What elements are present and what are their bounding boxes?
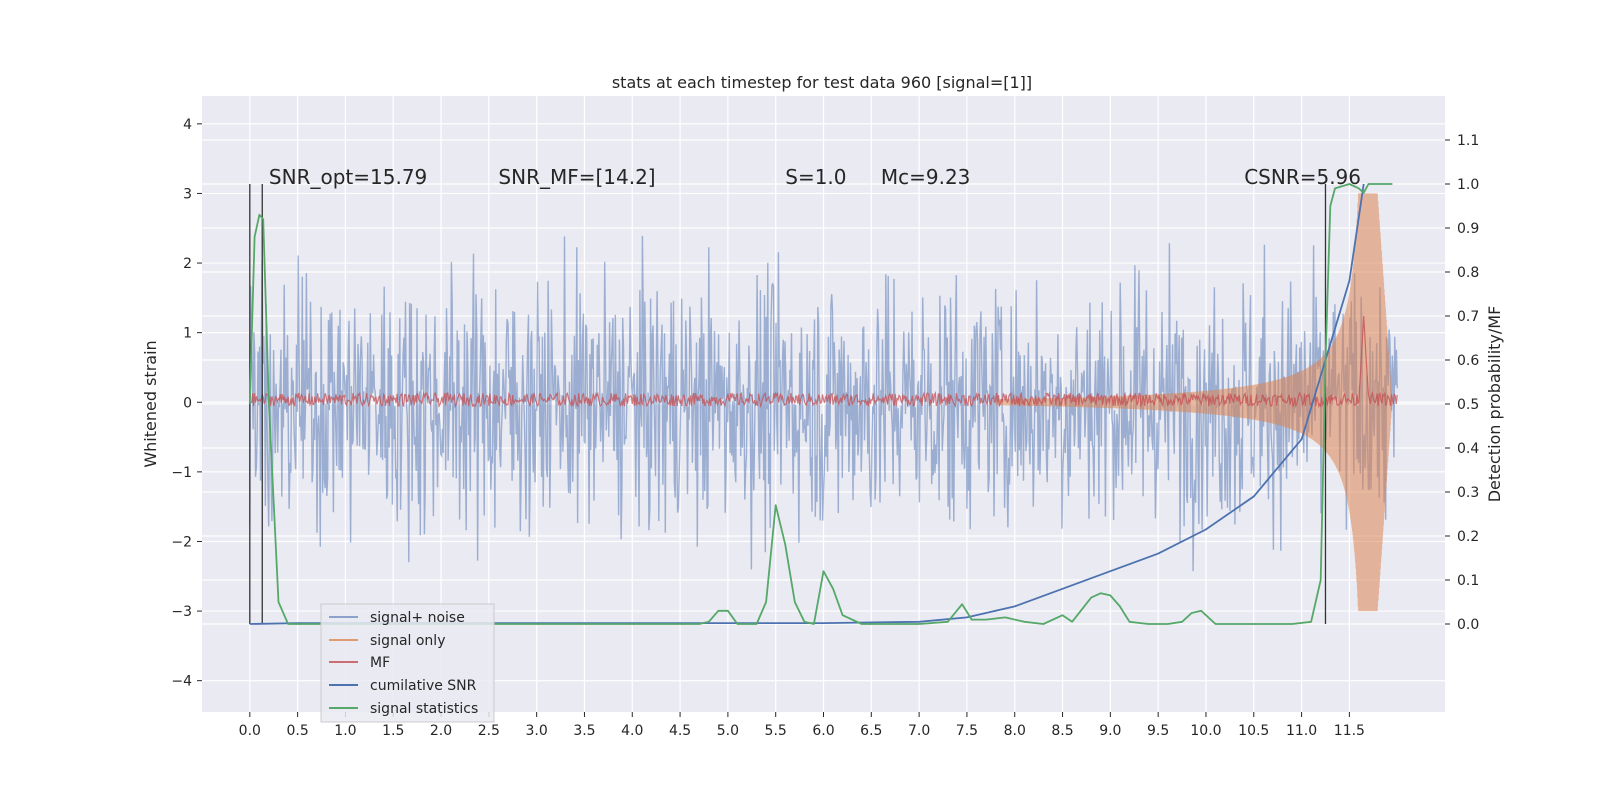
x-tick-label: 11.0: [1286, 723, 1317, 739]
x-tick-label: 4.5: [669, 723, 691, 739]
x-tick-label: 6.5: [860, 723, 882, 739]
annotation-0: SNR_opt=15.79: [269, 165, 427, 189]
x-tick-label: 0.5: [286, 723, 308, 739]
x-tick-label: 10.0: [1190, 723, 1221, 739]
series-signal-statistics: [248, 183, 1393, 625]
y-axis-label-right: Detection probability/MF: [1485, 306, 1504, 503]
legend-label-signal-only: signal only: [370, 633, 445, 649]
x-tick-label: 2.5: [478, 723, 500, 739]
x-tick-label: 7.5: [956, 723, 978, 739]
x-tick-label: 10.5: [1238, 723, 1269, 739]
x-tick-label: 9.5: [1147, 723, 1169, 739]
y-tick-label-left: 3: [183, 186, 192, 202]
y-tick-label-left: −2: [171, 534, 192, 550]
x-tick-label: 3.0: [526, 723, 548, 739]
mf-line: [249, 315, 1398, 409]
x-tick-label: 2.0: [430, 723, 452, 739]
y-tick-label-left: 2: [183, 256, 192, 272]
x-tick-label: 5.5: [765, 723, 787, 739]
annotations: SNR_opt=15.79 SNR_MF=[14.2] S=1.0 Mc=9.23 CS…: [269, 165, 1361, 189]
y-tick-label-right: 0.1: [1457, 573, 1479, 589]
legend: signal+ noise signal only MF cumilative …: [320, 603, 495, 723]
y-tick-label-left: −4: [171, 674, 192, 690]
y-tick-label-right: 0.0: [1457, 617, 1479, 633]
y-tick-label-right: 0.5: [1457, 397, 1479, 413]
y-axis-left-ticks: 4 3 2 1 0 −1 −2 −3 −4: [171, 117, 202, 690]
x-tick-label: 8.0: [1004, 723, 1026, 739]
x-tick-label: 3.5: [573, 723, 595, 739]
annotation-4: CSNR=5.96: [1244, 165, 1361, 189]
y-tick-label-left: −3: [171, 604, 192, 620]
y-tick-label-right: 0.7: [1457, 309, 1479, 325]
legend-label-signal-statistics: signal statistics: [370, 701, 478, 717]
y-tick-label-right: 0.4: [1457, 441, 1479, 457]
y-tick-label-right: 1.1: [1457, 133, 1479, 149]
chart-title: stats at each timestep for test data 960…: [612, 73, 1032, 92]
legend-label-mf: MF: [370, 655, 390, 671]
x-tick-label: 8.5: [1051, 723, 1073, 739]
annotation-2: S=1.0: [785, 165, 846, 189]
legend-label-cumulative-snr: cumilative SNR: [370, 678, 477, 694]
y-tick-label-left: 1: [183, 326, 192, 342]
y-tick-label-left: 4: [183, 117, 192, 133]
y-tick-label-right: 1.0: [1457, 177, 1479, 193]
y-axis-right-ticks: 1.1 1.0 0.9 0.8 0.7 0.6 0.5 0.4 0.3 0.2 0.1 0.0: [1445, 133, 1479, 633]
y-tick-label-right: 0.3: [1457, 485, 1479, 501]
annotation-3: Mc=9.23: [881, 165, 971, 189]
y-tick-label-left: −1: [171, 465, 192, 481]
x-tick-label: 11.5: [1334, 723, 1365, 739]
y-tick-label-right: 0.2: [1457, 529, 1479, 545]
x-tick-label: 4.0: [621, 723, 643, 739]
y-tick-label-right: 0.8: [1457, 265, 1479, 281]
series-mf: [249, 315, 1398, 409]
x-axis-ticks: 0.0 0.5 1.0 1.5 2.0 2.5 3.0 3.5 4.0 4.5 5.0 5.5 6.0 6…: [239, 712, 1365, 739]
x-tick-label: 5.0: [717, 723, 739, 739]
y-tick-label-left: 0: [183, 395, 192, 411]
x-tick-label: 7.0: [908, 723, 930, 739]
y-tick-label-right: 0.9: [1457, 221, 1479, 237]
x-tick-label: 6.0: [812, 723, 834, 739]
x-tick-label: 1.0: [334, 723, 356, 739]
x-tick-label: 9.0: [1099, 723, 1121, 739]
signal-statistics-line: [248, 183, 1393, 625]
y-axis-label-left: Whitened strain: [141, 340, 160, 467]
legend-label-signal-plus-noise: signal+ noise: [370, 610, 465, 626]
x-tick-label: 1.5: [382, 723, 404, 739]
y-tick-label-right: 0.6: [1457, 353, 1479, 369]
annotation-1: SNR_MF=[14.2]: [498, 165, 655, 189]
x-tick-label: 0.0: [239, 723, 261, 739]
